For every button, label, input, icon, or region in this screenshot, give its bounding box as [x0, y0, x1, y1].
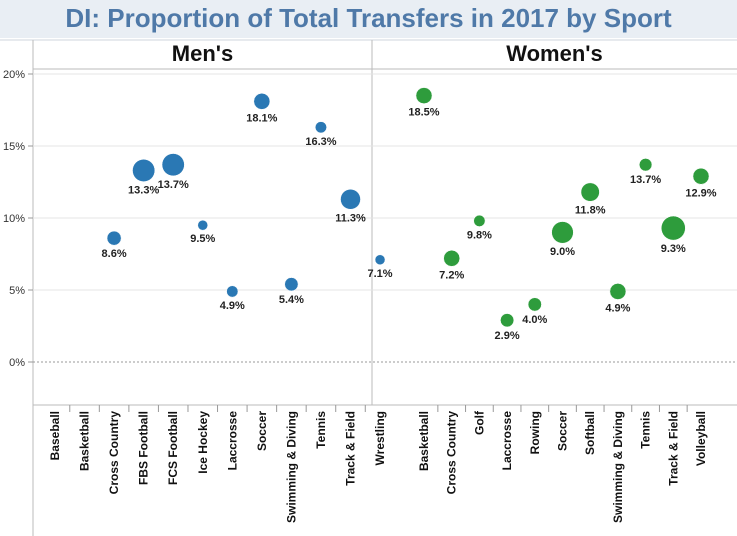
- title-band: [0, 0, 737, 38]
- data-point-men-s-fbs-football[interactable]: [132, 159, 156, 182]
- x-tick-label: Soccer: [255, 411, 269, 451]
- data-label: 8.6%: [102, 248, 127, 260]
- x-tick-label: Track & Field: [344, 411, 358, 486]
- data-label: 4.9%: [605, 303, 630, 315]
- data-point-men-s-swimming-and-diving[interactable]: [284, 277, 299, 292]
- x-tick-label: Basketball: [417, 411, 431, 471]
- data-point-men-s-track-and-field[interactable]: [340, 189, 361, 210]
- y-tick-label: 10%: [3, 213, 25, 225]
- data-point-women-s-basketball[interactable]: [415, 87, 433, 104]
- data-point-women-s-softball[interactable]: [580, 182, 600, 202]
- x-tick-label: Golf: [472, 410, 486, 435]
- data-label: 18.1%: [246, 112, 277, 124]
- x-tick-label: Cross Country: [445, 411, 459, 495]
- data-point-men-s-laccrosse[interactable]: [226, 285, 239, 298]
- data-label: 7.1%: [368, 268, 393, 280]
- data-point-men-s-ice-hockey[interactable]: [197, 219, 208, 231]
- x-tick-label: Baseball: [48, 411, 62, 460]
- panel-title-women-s: Women's: [506, 41, 603, 66]
- x-tick-label: Volleyball: [694, 411, 708, 466]
- data-label: 9.8%: [467, 230, 492, 242]
- chart-title: DI: Proportion of Total Transfers in 201…: [65, 3, 672, 33]
- data-label: 13.7%: [158, 179, 189, 191]
- data-label: 2.9%: [495, 330, 520, 342]
- x-tick-label: Softball: [583, 411, 597, 455]
- x-tick-label: Cross Country: [107, 411, 121, 495]
- data-label: 4.0%: [522, 314, 547, 326]
- x-tick-label: Ice Hockey: [196, 411, 210, 474]
- data-label: 13.7%: [630, 174, 661, 186]
- x-tick-label: Laccrosse: [225, 411, 239, 471]
- data-label: 12.9%: [685, 187, 716, 199]
- x-tick-label: FCS Football: [166, 411, 180, 485]
- x-tick-label: Swimming & Diving: [611, 411, 625, 523]
- data-point-women-s-track-and-field[interactable]: [661, 215, 686, 241]
- x-tick-label: Tennis: [314, 411, 328, 449]
- data-point-women-s-rowing[interactable]: [527, 297, 542, 312]
- x-tick-label: Soccer: [556, 411, 570, 451]
- data-point-women-s-volleyball[interactable]: [692, 167, 710, 185]
- data-point-men-s-cross-country[interactable]: [106, 230, 122, 246]
- y-tick-label: 15%: [3, 141, 25, 153]
- data-label: 9.0%: [550, 246, 575, 258]
- x-tick-label: Track & Field: [666, 411, 680, 486]
- data-label: 16.3%: [305, 136, 336, 148]
- data-point-men-s-tennis[interactable]: [314, 121, 327, 134]
- data-label: 4.9%: [220, 300, 245, 312]
- y-tick-label: 20%: [3, 69, 25, 81]
- x-tick-label: Tennis: [639, 411, 653, 449]
- x-tick-label: Rowing: [528, 411, 542, 454]
- x-tick-label: Swimming & Diving: [284, 411, 298, 523]
- x-tick-label: Wrestling: [373, 411, 387, 465]
- data-label: 5.4%: [279, 294, 304, 306]
- data-point-women-s-golf[interactable]: [473, 214, 486, 227]
- data-point-men-s-wrestling[interactable]: [374, 254, 386, 266]
- panel-title-men-s: Men's: [172, 41, 233, 66]
- data-point-women-s-soccer[interactable]: [551, 221, 574, 244]
- data-label: 9.3%: [661, 243, 686, 255]
- x-tick-label: Laccrosse: [500, 411, 514, 471]
- data-label: 18.5%: [408, 107, 439, 119]
- data-label: 11.3%: [335, 212, 366, 224]
- data-point-women-s-tennis[interactable]: [639, 158, 653, 172]
- y-tick-label: 0%: [9, 357, 25, 369]
- data-label: 9.5%: [190, 233, 215, 245]
- data-point-men-s-soccer[interactable]: [253, 93, 271, 110]
- data-label: 11.8%: [575, 204, 606, 216]
- data-point-women-s-cross-country[interactable]: [443, 250, 461, 267]
- data-point-women-s-laccrosse[interactable]: [500, 313, 515, 328]
- data-point-women-s-swimming-and-diving[interactable]: [609, 283, 627, 300]
- y-tick-label: 5%: [9, 285, 25, 297]
- x-tick-label: FBS Football: [137, 411, 151, 485]
- x-tick-label: Basketball: [78, 411, 92, 471]
- data-label: 7.2%: [439, 269, 464, 281]
- data-point-men-s-fcs-football[interactable]: [161, 153, 185, 177]
- data-label: 13.3%: [128, 185, 159, 197]
